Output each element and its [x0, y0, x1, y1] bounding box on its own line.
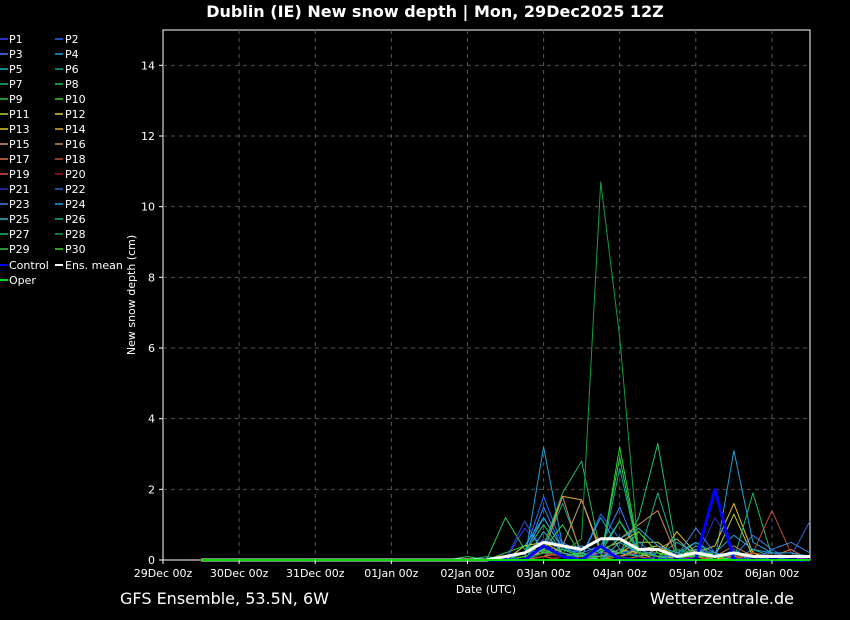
legend-label-p28: P28	[65, 228, 86, 241]
legend-label-p10: P10	[65, 93, 86, 106]
x-axis-label: Date (UTC)	[456, 583, 516, 596]
legend-label-p21: P21	[9, 183, 30, 196]
legend-label-p17: P17	[9, 153, 30, 166]
legend-label-p12: P12	[65, 108, 86, 121]
y-tick-label: 14	[141, 59, 155, 72]
y-tick-label: 6	[148, 342, 155, 355]
legend-label-p2: P2	[65, 33, 79, 46]
legend-label-p8: P8	[65, 78, 79, 91]
y-tick-label: 10	[141, 201, 155, 214]
y-tick-label: 12	[141, 130, 155, 143]
legend-label-p13: P13	[9, 123, 30, 136]
legend-label-p3: P3	[9, 48, 23, 61]
legend-label-p22: P22	[65, 183, 86, 196]
x-tick-label: 03Jan 00z	[516, 567, 570, 580]
x-tick-label: 01Jan 00z	[364, 567, 418, 580]
legend-label-p11: P11	[9, 108, 30, 121]
grid	[163, 30, 810, 560]
legend-label-p4: P4	[65, 48, 79, 61]
legend-label-p25: P25	[9, 213, 30, 226]
x-tick-label: 29Dec 00z	[134, 567, 193, 580]
footer-source: Wetterzentrale.de	[650, 589, 794, 608]
legend-label-control: Control	[9, 259, 49, 272]
legend-label-p23: P23	[9, 198, 30, 211]
legend-label-p20: P20	[65, 168, 86, 181]
legend-label-p18: P18	[65, 153, 86, 166]
y-tick-label: 4	[148, 413, 155, 426]
y-tick-label: 8	[148, 271, 155, 284]
legend-label-p1: P1	[9, 33, 23, 46]
legend-label-oper: Oper	[9, 274, 36, 287]
x-axis-ticks: 29Dec 00z 30Dec 00z 31Dec 00z 01Jan 00z 02Ja…	[134, 560, 799, 580]
plot-area	[162, 29, 811, 561]
legend-label-p6: P6	[65, 63, 79, 76]
x-tick-label: 06Jan 00z	[745, 567, 799, 580]
y-axis-label: New snow depth (cm)	[125, 235, 138, 355]
x-tick-label: 05Jan 00z	[669, 567, 723, 580]
legend-label-p26: P26	[65, 213, 86, 226]
legend-label-ens-mean: Ens. mean	[65, 259, 123, 272]
x-tick-label: 30Dec 00z	[210, 567, 269, 580]
x-tick-label: 02Jan 00z	[440, 567, 494, 580]
y-axis-ticks: 0 2 4 6 8 10 12 14	[141, 59, 163, 567]
legend-label-p7: P7	[9, 78, 23, 91]
legend-label-p29: P29	[9, 243, 30, 256]
legend-label-p9: P9	[9, 93, 23, 106]
legend-label-p30: P30	[65, 243, 86, 256]
x-tick-label: 04Jan 00z	[593, 567, 647, 580]
legend-label-p24: P24	[65, 198, 86, 211]
y-tick-label: 0	[148, 554, 155, 567]
legend-label-p15: P15	[9, 138, 30, 151]
footer-model-info: GFS Ensemble, 53.5N, 6W	[120, 589, 329, 608]
y-tick-label: 2	[148, 483, 155, 496]
legend-label-p5: P5	[9, 63, 23, 76]
legend-label-p19: P19	[9, 168, 30, 181]
legend-label-p14: P14	[65, 123, 86, 136]
legend-label-p27: P27	[9, 228, 30, 241]
x-tick-label: 31Dec 00z	[286, 567, 345, 580]
legend: P1 P2 P3 P4 P5 P6 P7 P8 P9 P10 P11 P12 P13 P14 P15 P16 P…	[0, 33, 123, 287]
legend-label-p16: P16	[65, 138, 86, 151]
series-group	[201, 181, 811, 562]
chart-title: Dublin (IE) New snow depth | Mon, 29Dec2…	[206, 2, 664, 22]
